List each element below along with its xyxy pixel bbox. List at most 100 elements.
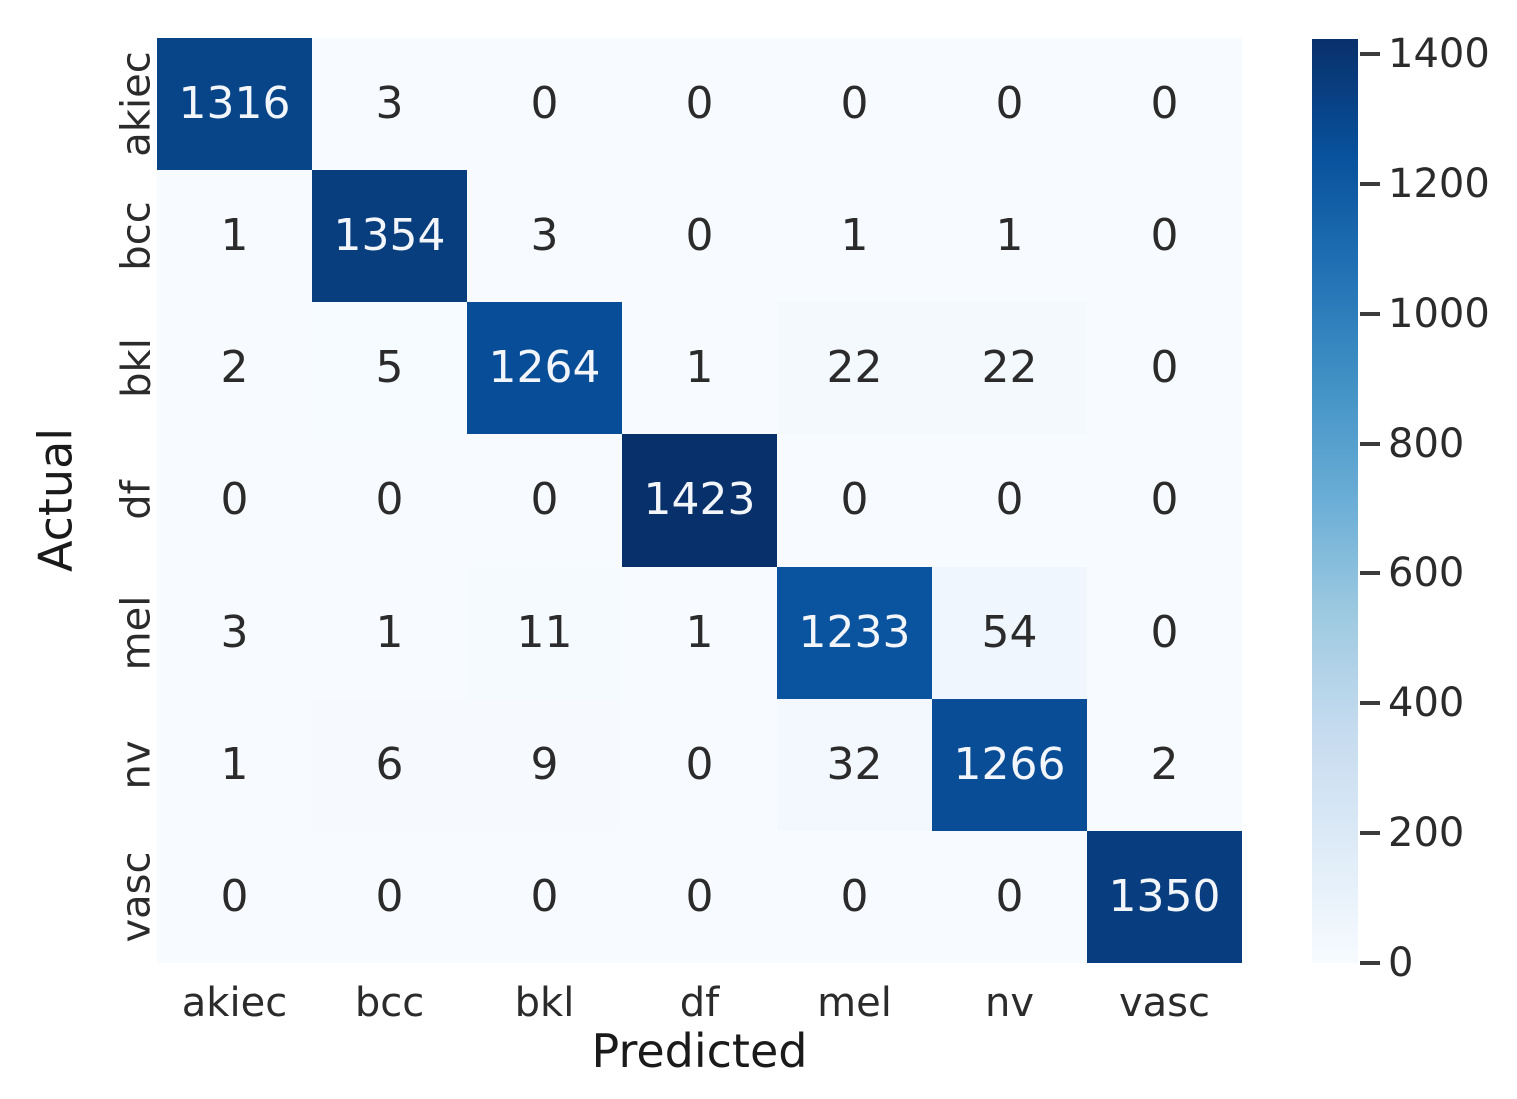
- x-tick-df: df: [679, 980, 720, 1026]
- heatmap-cell-df-bkl: 0: [467, 434, 622, 567]
- heatmap-cell-vasc-bkl: 0: [467, 830, 622, 963]
- heatmap-cell-nv-vasc: 2: [1087, 698, 1242, 831]
- heatmap-cell-bcc-akiec: 1: [157, 170, 312, 303]
- heatmap-cell-mel-vasc: 0: [1087, 566, 1242, 699]
- y-tick-text: akiec: [113, 51, 160, 157]
- colorbar-tick-label-400: 400: [1388, 680, 1465, 727]
- cell-value: 0: [995, 870, 1024, 922]
- colorbar-tick-label-800: 800: [1388, 420, 1465, 467]
- cell-value: 6: [375, 738, 404, 790]
- cell-value: 1: [995, 210, 1024, 262]
- cell-value: 1350: [1108, 870, 1221, 922]
- heatmap-cell-nv-bcc: 6: [312, 698, 467, 831]
- colorbar-tick-label-1000: 1000: [1388, 290, 1490, 337]
- heatmap-cell-df-vasc: 0: [1087, 434, 1242, 567]
- cell-value: 0: [375, 870, 404, 922]
- colorbar-tick-mark: [1360, 701, 1380, 706]
- heatmap-cell-bkl-akiec: 2: [157, 302, 312, 435]
- cell-value: 0: [1150, 474, 1179, 526]
- cell-value: 0: [685, 870, 714, 922]
- x-tick-bcc: bcc: [354, 980, 425, 1026]
- cell-value: 0: [220, 474, 249, 526]
- cell-value: 2: [1150, 738, 1179, 790]
- cell-value: 0: [840, 474, 869, 526]
- cell-value: 1264: [488, 342, 601, 394]
- heatmap-cell-vasc-akiec: 0: [157, 830, 312, 963]
- heatmap-cell-bcc-bkl: 3: [467, 170, 622, 303]
- cell-value: 0: [995, 474, 1024, 526]
- heatmap-cell-mel-bkl: 11: [467, 566, 622, 699]
- cell-value: 1: [685, 342, 714, 394]
- cell-value: 0: [995, 78, 1024, 130]
- cell-value: 0: [1150, 78, 1179, 130]
- heatmap-cell-mel-akiec: 3: [157, 566, 312, 699]
- cell-value: 0: [1150, 606, 1179, 658]
- heatmap-cell-akiec-nv: 0: [932, 38, 1087, 171]
- heatmap-cell-nv-bkl: 9: [467, 698, 622, 831]
- heatmap-cell-nv-nv: 1266: [932, 698, 1087, 831]
- heatmap-cell-df-nv: 0: [932, 434, 1087, 567]
- cell-value: 0: [685, 78, 714, 130]
- heatmap-cell-vasc-bcc: 0: [312, 830, 467, 963]
- heatmap-cell-nv-df: 0: [622, 698, 777, 831]
- y-axis-tick-labels: akiec bcc bkl df mel nv vasc: [84, 38, 160, 963]
- cell-value: 32: [826, 738, 883, 790]
- cell-value: 0: [1150, 210, 1179, 262]
- heatmap-cell-df-bcc: 0: [312, 434, 467, 567]
- heatmap-cell-nv-akiec: 1: [157, 698, 312, 831]
- colorbar-tick-label-1200: 1200: [1388, 160, 1490, 207]
- colorbar-tick-label-0: 0: [1388, 940, 1414, 986]
- heatmap-cell-df-akiec: 0: [157, 434, 312, 567]
- colorbar-tick-mark: [1360, 181, 1380, 186]
- cell-value: 3: [220, 606, 249, 658]
- cell-value: 1: [840, 210, 869, 262]
- cell-value: 0: [530, 474, 559, 526]
- heatmap-cell-bkl-vasc: 0: [1087, 302, 1242, 435]
- heatmap-cell-bkl-bkl: 1264: [467, 302, 622, 435]
- colorbar-tick-mark: [1360, 51, 1380, 56]
- cell-value: 0: [685, 738, 714, 790]
- cell-value: 5: [375, 342, 404, 394]
- heatmap-cell-bkl-nv: 22: [932, 302, 1087, 435]
- heatmap-grid: 1316 3 0 0 0 0 0 1 1354 3 0 1 1 0 2 5 1264 1 22 22 0 0 0 0 1423 0…: [157, 38, 1242, 963]
- heatmap-cell-nv-mel: 32: [777, 698, 932, 831]
- heatmap-cell-akiec-bkl: 0: [467, 38, 622, 171]
- heatmap-cell-akiec-akiec: 1316: [157, 38, 312, 171]
- colorbar-tick-mark: [1360, 961, 1380, 965]
- cell-value: 1: [220, 738, 249, 790]
- cell-value: 22: [981, 342, 1038, 394]
- heatmap-cell-mel-mel: 1233: [777, 566, 932, 699]
- heatmap-cell-df-df: 1423: [622, 434, 777, 567]
- heatmap-cell-bkl-bcc: 5: [312, 302, 467, 435]
- cell-value: 1354: [333, 210, 446, 262]
- cell-value: 1: [220, 210, 249, 262]
- x-tick-vasc: vasc: [1118, 980, 1210, 1026]
- colorbar-tick-mark: [1360, 311, 1380, 316]
- heatmap-cell-akiec-vasc: 0: [1087, 38, 1242, 171]
- x-tick-mel: mel: [817, 980, 892, 1026]
- cell-value: 0: [530, 870, 559, 922]
- cell-value: 0: [220, 870, 249, 922]
- x-tick-nv: nv: [984, 980, 1035, 1026]
- heatmap-cell-bkl-mel: 22: [777, 302, 932, 435]
- heatmap-cell-bcc-df: 0: [622, 170, 777, 303]
- heatmap-cell-vasc-nv: 0: [932, 830, 1087, 963]
- heatmap-cell-akiec-mel: 0: [777, 38, 932, 171]
- heatmap-cell-mel-nv: 54: [932, 566, 1087, 699]
- y-axis-label: Actual: [28, 427, 83, 573]
- cell-value: 0: [840, 870, 869, 922]
- heatmap-cell-mel-df: 1: [622, 566, 777, 699]
- heatmap-cell-akiec-bcc: 3: [312, 38, 467, 171]
- x-axis-label: Predicted: [591, 1024, 808, 1078]
- heatmap-cell-df-mel: 0: [777, 434, 932, 567]
- cell-value: 3: [530, 210, 559, 262]
- cell-value: 9: [530, 738, 559, 790]
- cell-value: 3: [375, 78, 404, 130]
- x-tick-akiec: akiec: [181, 980, 288, 1026]
- y-tick-text: mel: [113, 595, 160, 670]
- heatmap-cell-bcc-nv: 1: [932, 170, 1087, 303]
- heatmap-cell-akiec-df: 0: [622, 38, 777, 171]
- colorbar-tick-mark: [1360, 831, 1380, 836]
- cell-value: 1: [685, 606, 714, 658]
